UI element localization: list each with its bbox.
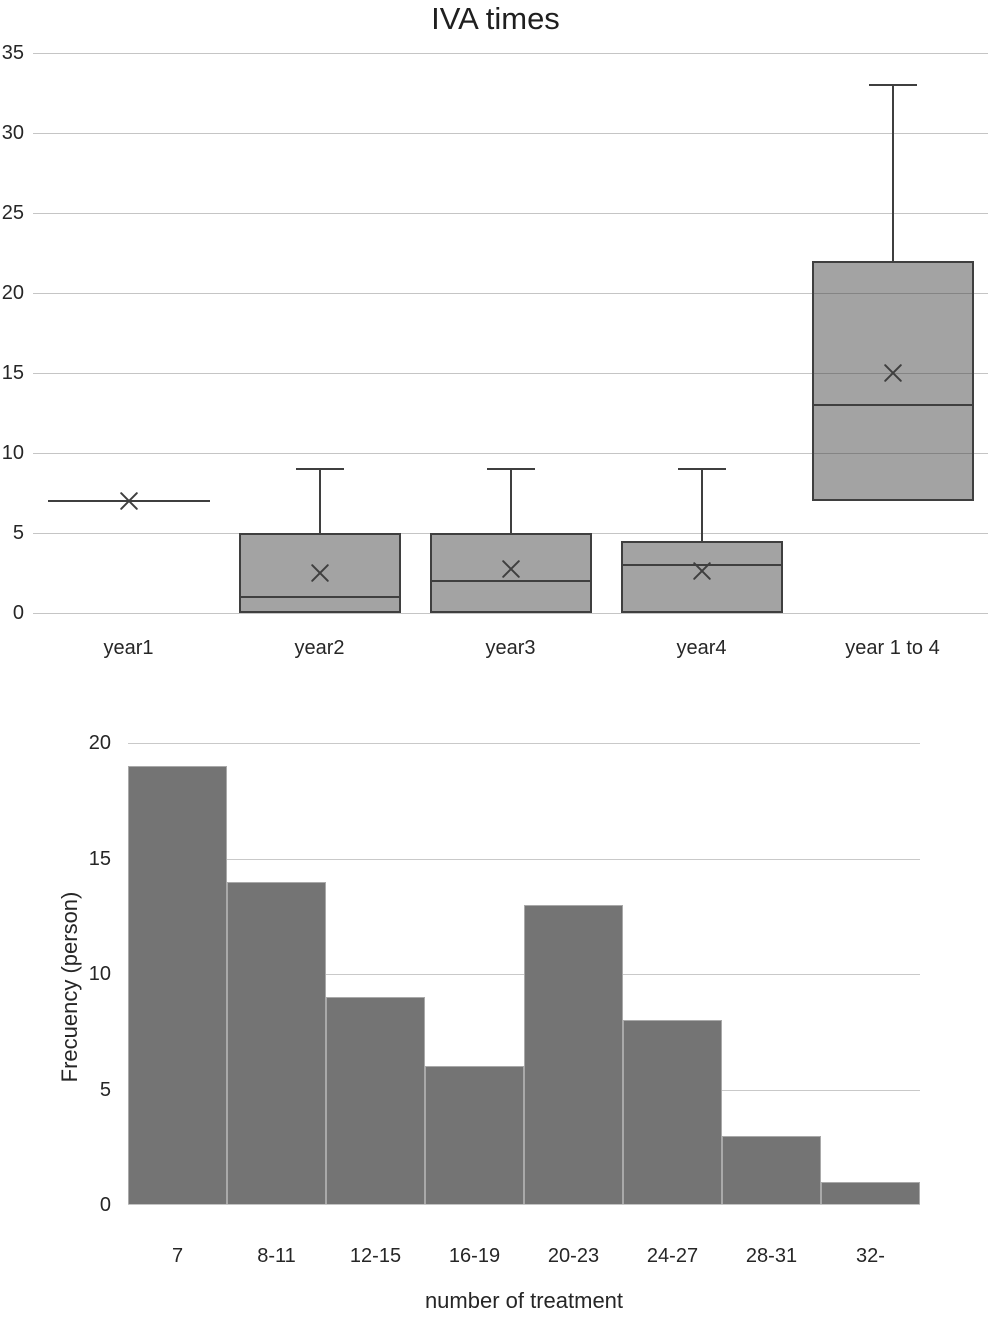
boxplot-y-tick-label: 0	[12, 602, 24, 624]
histogram-bar	[722, 1135, 821, 1205]
box-mean-marker	[501, 559, 520, 579]
histogram-y-tick-label: 0	[99, 1194, 111, 1216]
histogram-x-tick-label: 24-27	[646, 1245, 699, 1267]
box-whisker-stem	[509, 469, 512, 533]
boxplot-y-tick-label: 30	[1, 122, 24, 144]
histogram-x-tick-label: 20-23	[547, 1245, 600, 1267]
histogram-bar	[128, 766, 227, 1205]
boxplot-x-category-label: year2	[294, 637, 345, 659]
histogram-bar	[623, 1020, 722, 1205]
histogram-x-tick-label: 7	[171, 1245, 184, 1267]
boxplot-gridline	[33, 453, 988, 454]
boxplot-x-category-label: year3	[485, 637, 536, 659]
boxplot-x-category-label: year1	[103, 637, 154, 659]
histogram-bar	[524, 904, 623, 1205]
box-median-line	[429, 580, 592, 582]
histogram-bar	[821, 1181, 920, 1205]
box-median-line	[238, 596, 401, 598]
boxplot-gridline	[33, 53, 988, 54]
iva-times-boxplot-chart: IVA times 0 5 10 15 20 25 30 35 year1 year2 year3 y…	[2, 1, 988, 659]
treatment-histogram-chart: Frecuency (person) 0 5 10 15 20 7 8-11 12-15 16-…	[0, 690, 991, 1322]
boxplot-gridline	[33, 213, 988, 214]
histogram-bar	[425, 1066, 524, 1205]
box-whisker-stem	[318, 469, 321, 533]
histogram-x-tick-label: 32-	[856, 1245, 885, 1267]
boxplot-gridline	[33, 533, 988, 534]
boxplot-y-tick-label: 25	[1, 202, 24, 224]
histogram-x-tick-label: 8-11	[257, 1245, 296, 1267]
boxplot-y-tick-label: 10	[1, 442, 24, 464]
histogram-x-axis-line	[128, 1204, 920, 1205]
histogram-bar	[326, 997, 425, 1205]
boxplot-gridline	[33, 293, 988, 294]
histogram-plot-area: 0 5 10 15 20 7 8-11 12-15 16-19 20-23 24-27 28-31 32…	[89, 732, 920, 1267]
boxplot-title: IVA times	[431, 1, 560, 36]
boxplot-y-tick-label: 15	[1, 362, 24, 384]
box-whisker-cap	[295, 468, 344, 470]
boxplot-gridline	[33, 373, 988, 374]
histogram-x-tick-label: 12-15	[349, 1245, 402, 1267]
boxplot-x-category-label: year 1 to 4	[845, 637, 940, 659]
boxplot-gridline	[33, 613, 988, 614]
histogram-y-tick-label: 5	[99, 1078, 111, 1101]
box-whisker-cap	[677, 468, 726, 470]
box-mean-marker	[692, 562, 711, 581]
histogram-x-tick-label: 28-31	[745, 1245, 798, 1267]
box-mean-marker	[119, 491, 138, 511]
box-whisker-stem	[891, 85, 894, 261]
histogram-y-tick-label: 10	[88, 963, 111, 985]
box-median-line	[620, 564, 783, 566]
histogram-x-tick-label: 16-19	[448, 1245, 501, 1267]
histogram-bar	[227, 881, 326, 1205]
box-median-line	[811, 404, 974, 406]
boxplot-y-tick-label: 5	[12, 522, 24, 544]
box	[811, 261, 974, 501]
histogram-y-axis-title: Frecuency (person)	[57, 891, 82, 1083]
boxplot-y-tick-label: 20	[1, 282, 24, 304]
histogram-y-tick-label: 20	[88, 732, 111, 754]
box-mean-marker	[310, 563, 329, 583]
histogram-gridline	[128, 743, 920, 744]
box	[429, 533, 592, 613]
box-whisker-stem	[700, 469, 703, 541]
boxplot-x-category-label: year4	[676, 637, 727, 659]
boxplot-gridline	[33, 133, 988, 134]
histogram-x-axis-title: number of treatment	[424, 1288, 624, 1313]
boxplot-y-tick-label: 35	[1, 42, 24, 64]
box	[620, 541, 783, 613]
boxplot-plot-area: 0 5 10 15 20 25 30 35 year1 year2 year3 year4 year 1…	[2, 42, 988, 659]
box-mean-marker	[883, 363, 902, 383]
box-whisker-cap	[868, 84, 917, 86]
box-whisker-cap	[486, 468, 535, 470]
histogram-y-tick-label: 15	[88, 847, 111, 870]
histogram-gridline	[128, 858, 920, 860]
